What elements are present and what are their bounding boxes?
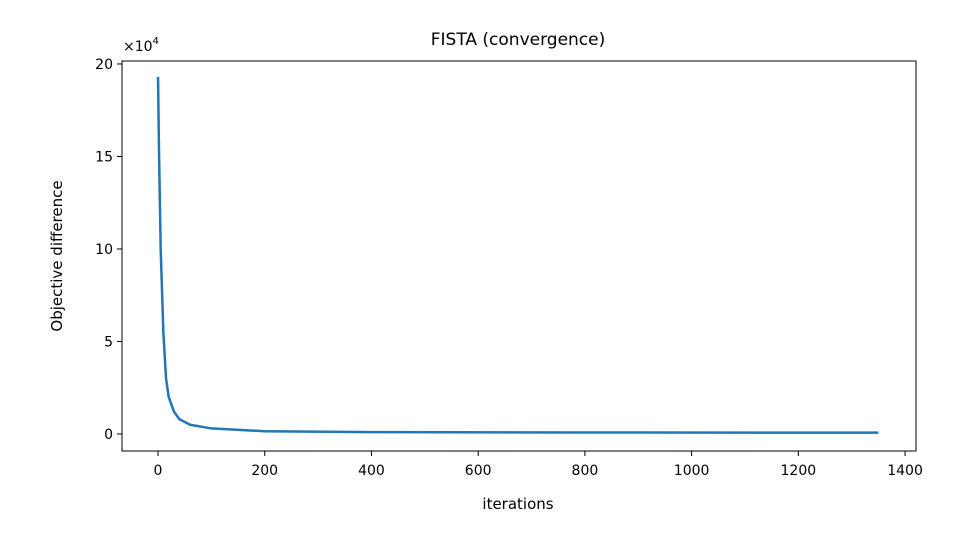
y-scale-label: ×104 (123, 36, 159, 55)
y-scale-exponent: 4 (153, 36, 159, 47)
x-tick-label: 600 (465, 463, 492, 479)
y-tick-label: 15 (95, 149, 113, 165)
y-tick-label: 0 (104, 427, 113, 443)
y-scale-base: ×10 (123, 39, 153, 55)
x-axis-label: iterations (482, 495, 553, 513)
y-tick-label: 10 (95, 242, 113, 258)
x-tick-label: 0 (154, 463, 163, 479)
x-tick-label: 400 (358, 463, 385, 479)
data-line (156, 76, 879, 434)
x-tick-label: 200 (251, 463, 278, 479)
x-tick-label: 1000 (674, 463, 710, 479)
chart-title: FISTA (convergence) (431, 30, 606, 50)
y-tick-label: 20 (95, 57, 113, 73)
x-tick-label: 800 (572, 463, 599, 479)
y-tick-label: 5 (104, 334, 113, 350)
plot-frame (121, 60, 917, 452)
x-tick-label: 1400 (887, 463, 923, 479)
y-axis-label: Objective difference (48, 180, 66, 331)
x-tick-label: 1200 (781, 463, 817, 479)
